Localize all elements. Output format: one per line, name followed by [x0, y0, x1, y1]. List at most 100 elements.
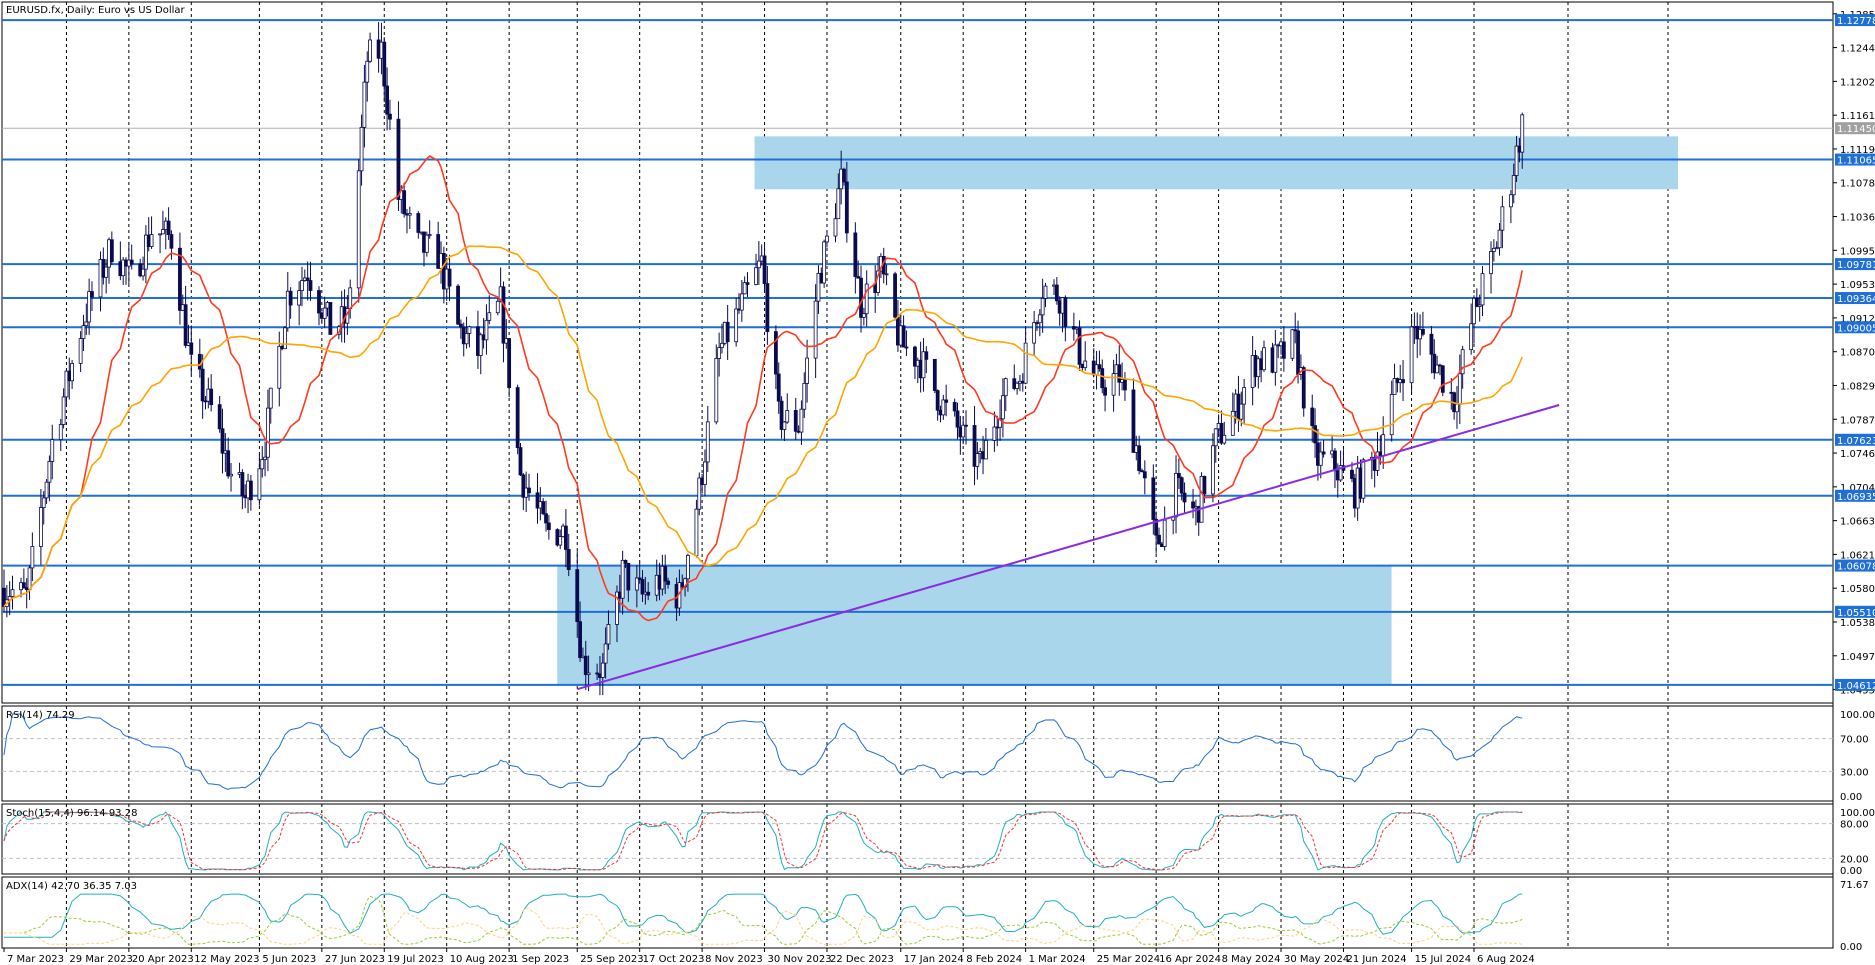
- candle-body: [813, 300, 818, 359]
- candle-body: [1202, 475, 1207, 495]
- candle-body: [1151, 477, 1156, 520]
- candle-body: [478, 334, 483, 356]
- level-tag: [1835, 489, 1875, 502]
- candle-body: [544, 513, 548, 524]
- candle-body: [935, 390, 940, 411]
- rsi-tick-label: 100.00: [1840, 710, 1875, 721]
- candle-body: [1035, 322, 1039, 325]
- candle-body: [1037, 314, 1042, 324]
- candle-body: [1389, 394, 1394, 436]
- candle-body: [853, 232, 858, 277]
- candle-body: [640, 579, 645, 595]
- moving-averages: [3, 155, 1523, 622]
- candle-body: [1162, 519, 1167, 547]
- candle-body: [998, 418, 1002, 428]
- candle-body: [697, 477, 702, 510]
- candle-body: [84, 321, 89, 327]
- candle-body: [703, 461, 707, 485]
- stoch-tick-label: 100.00: [1840, 808, 1875, 819]
- candle-body: [742, 282, 747, 295]
- candle-body: [776, 373, 781, 402]
- candle-body: [1103, 387, 1107, 396]
- candle-body: [1477, 304, 1482, 307]
- x-tick-label: 22 Dec 2023: [830, 954, 894, 965]
- candle-body: [257, 468, 262, 501]
- candle-body: [300, 280, 304, 291]
- candle-body: [623, 559, 628, 564]
- candle-body: [816, 272, 821, 302]
- candle-body: [10, 589, 15, 597]
- y-tick-label: 1.11610: [1840, 111, 1875, 122]
- candle-body: [1440, 365, 1445, 393]
- candle-body: [714, 358, 719, 423]
- x-tick-label: 7 Mar 2023: [7, 954, 64, 965]
- support-trendline: [576, 404, 1560, 691]
- candle-body: [1157, 534, 1161, 545]
- candle-body: [1321, 451, 1326, 455]
- candle-body: [725, 321, 730, 343]
- candle-body: [1077, 327, 1082, 365]
- candle-body: [1514, 145, 1519, 176]
- x-tick-label: 16 Apr 2024: [1159, 954, 1221, 965]
- candle-body: [1063, 297, 1068, 327]
- level-tag-label: 1.09781: [1837, 260, 1875, 271]
- candle-body: [1429, 333, 1434, 355]
- candle-body: [178, 247, 182, 311]
- level-tag-label: 1.11065: [1837, 156, 1875, 167]
- candle-body: [1457, 373, 1462, 405]
- candle-body: [1137, 445, 1142, 471]
- y-tick-label: 1.12025: [1840, 77, 1875, 88]
- candle-body: [240, 472, 245, 497]
- symbol-title: EURUSD.fx, Daily: Euro vs US Dollar: [6, 5, 186, 16]
- x-tick-label: 30 May 2024: [1284, 954, 1349, 965]
- y-tick-label: 1.10365: [1840, 213, 1875, 224]
- candle-body: [762, 255, 767, 284]
- candle-body: [197, 353, 202, 370]
- trendline: [576, 404, 1560, 691]
- level-tag-label: 1.09005: [1837, 323, 1875, 334]
- stoch-tick-label: 0.00: [1840, 866, 1862, 877]
- candle-body: [861, 313, 866, 318]
- candle-body: [805, 357, 810, 384]
- candle-body: [1117, 364, 1122, 383]
- stoch-pane-frame: [1, 803, 1834, 875]
- candle-body: [1154, 519, 1159, 536]
- candle-body: [61, 396, 66, 425]
- candle-body: [1361, 459, 1366, 499]
- x-tick-label: 8 May 2024: [1222, 954, 1281, 965]
- candle-body: [297, 290, 302, 306]
- candle-body: [1182, 492, 1187, 503]
- candle-body: [322, 307, 327, 319]
- candle-body: [1083, 360, 1088, 369]
- candle-body: [1023, 342, 1028, 384]
- x-tick-label: 10 Aug 2023: [450, 954, 514, 965]
- candle-body: [955, 410, 960, 428]
- candle-body: [1131, 389, 1136, 453]
- candle-body: [944, 399, 949, 403]
- candle-body: [229, 473, 233, 477]
- stoch-title: Stoch(15,4,4) 96.14 93.28: [6, 808, 137, 819]
- rsi-tick-label: 0.00: [1840, 792, 1862, 803]
- candle-body: [507, 338, 512, 388]
- ma-fast-line: [3, 155, 1523, 622]
- level-tag: [1835, 14, 1875, 27]
- adx-main-line: [4, 893, 1523, 938]
- candle-body: [382, 41, 387, 87]
- candle-body: [1435, 364, 1440, 374]
- rsi-tick-label: 30.00: [1840, 767, 1869, 778]
- price-axis: 1.128551.124401.120251.116101.111951.107…: [1833, 10, 1875, 953]
- candle-body: [348, 287, 353, 309]
- candle-body: [407, 213, 412, 216]
- x-tick-label: 19 Jul 2023: [387, 954, 444, 965]
- candle-body: [268, 387, 273, 409]
- candle-body: [263, 456, 267, 460]
- candle-body: [70, 362, 75, 382]
- candle-body: [467, 326, 472, 334]
- indicator-lines: [2, 713, 1833, 945]
- candle-body: [1040, 298, 1045, 316]
- candle-body: [248, 480, 253, 501]
- level-tag-label: 1.04612: [1837, 681, 1875, 692]
- candle-body: [1313, 425, 1317, 444]
- candle-body: [308, 280, 313, 291]
